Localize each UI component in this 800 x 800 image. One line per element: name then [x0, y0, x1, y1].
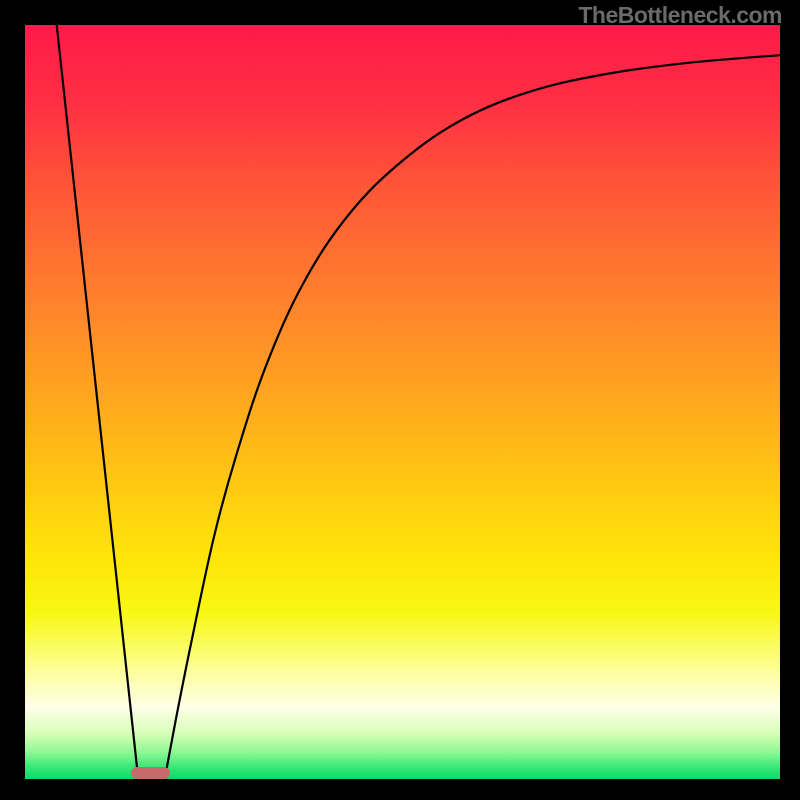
- watermark-text: TheBottleneck.com: [578, 2, 782, 29]
- optimum-marker: [131, 767, 170, 779]
- bottleneck-curve: [25, 25, 780, 779]
- plot-area: [25, 25, 780, 779]
